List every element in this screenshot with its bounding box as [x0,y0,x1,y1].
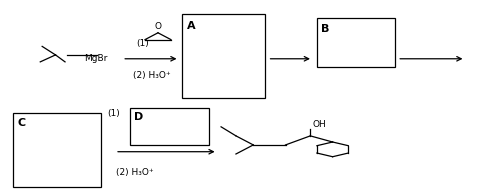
Text: B: B [321,24,329,34]
Text: A: A [186,21,195,31]
Text: D: D [134,112,143,122]
Text: (2) H₃O⁺: (2) H₃O⁺ [116,168,153,177]
Text: O: O [154,22,162,31]
Text: OH: OH [313,120,326,129]
Text: C: C [17,118,25,128]
Text: (1): (1) [107,109,120,118]
Text: (2) H₃O⁺: (2) H₃O⁺ [133,71,171,80]
Bar [182,14,265,98]
Bar [317,18,395,67]
Bar [12,113,101,187]
Text: (1): (1) [137,39,149,48]
Bar [130,108,209,145]
Text: MgBr: MgBr [84,54,108,63]
